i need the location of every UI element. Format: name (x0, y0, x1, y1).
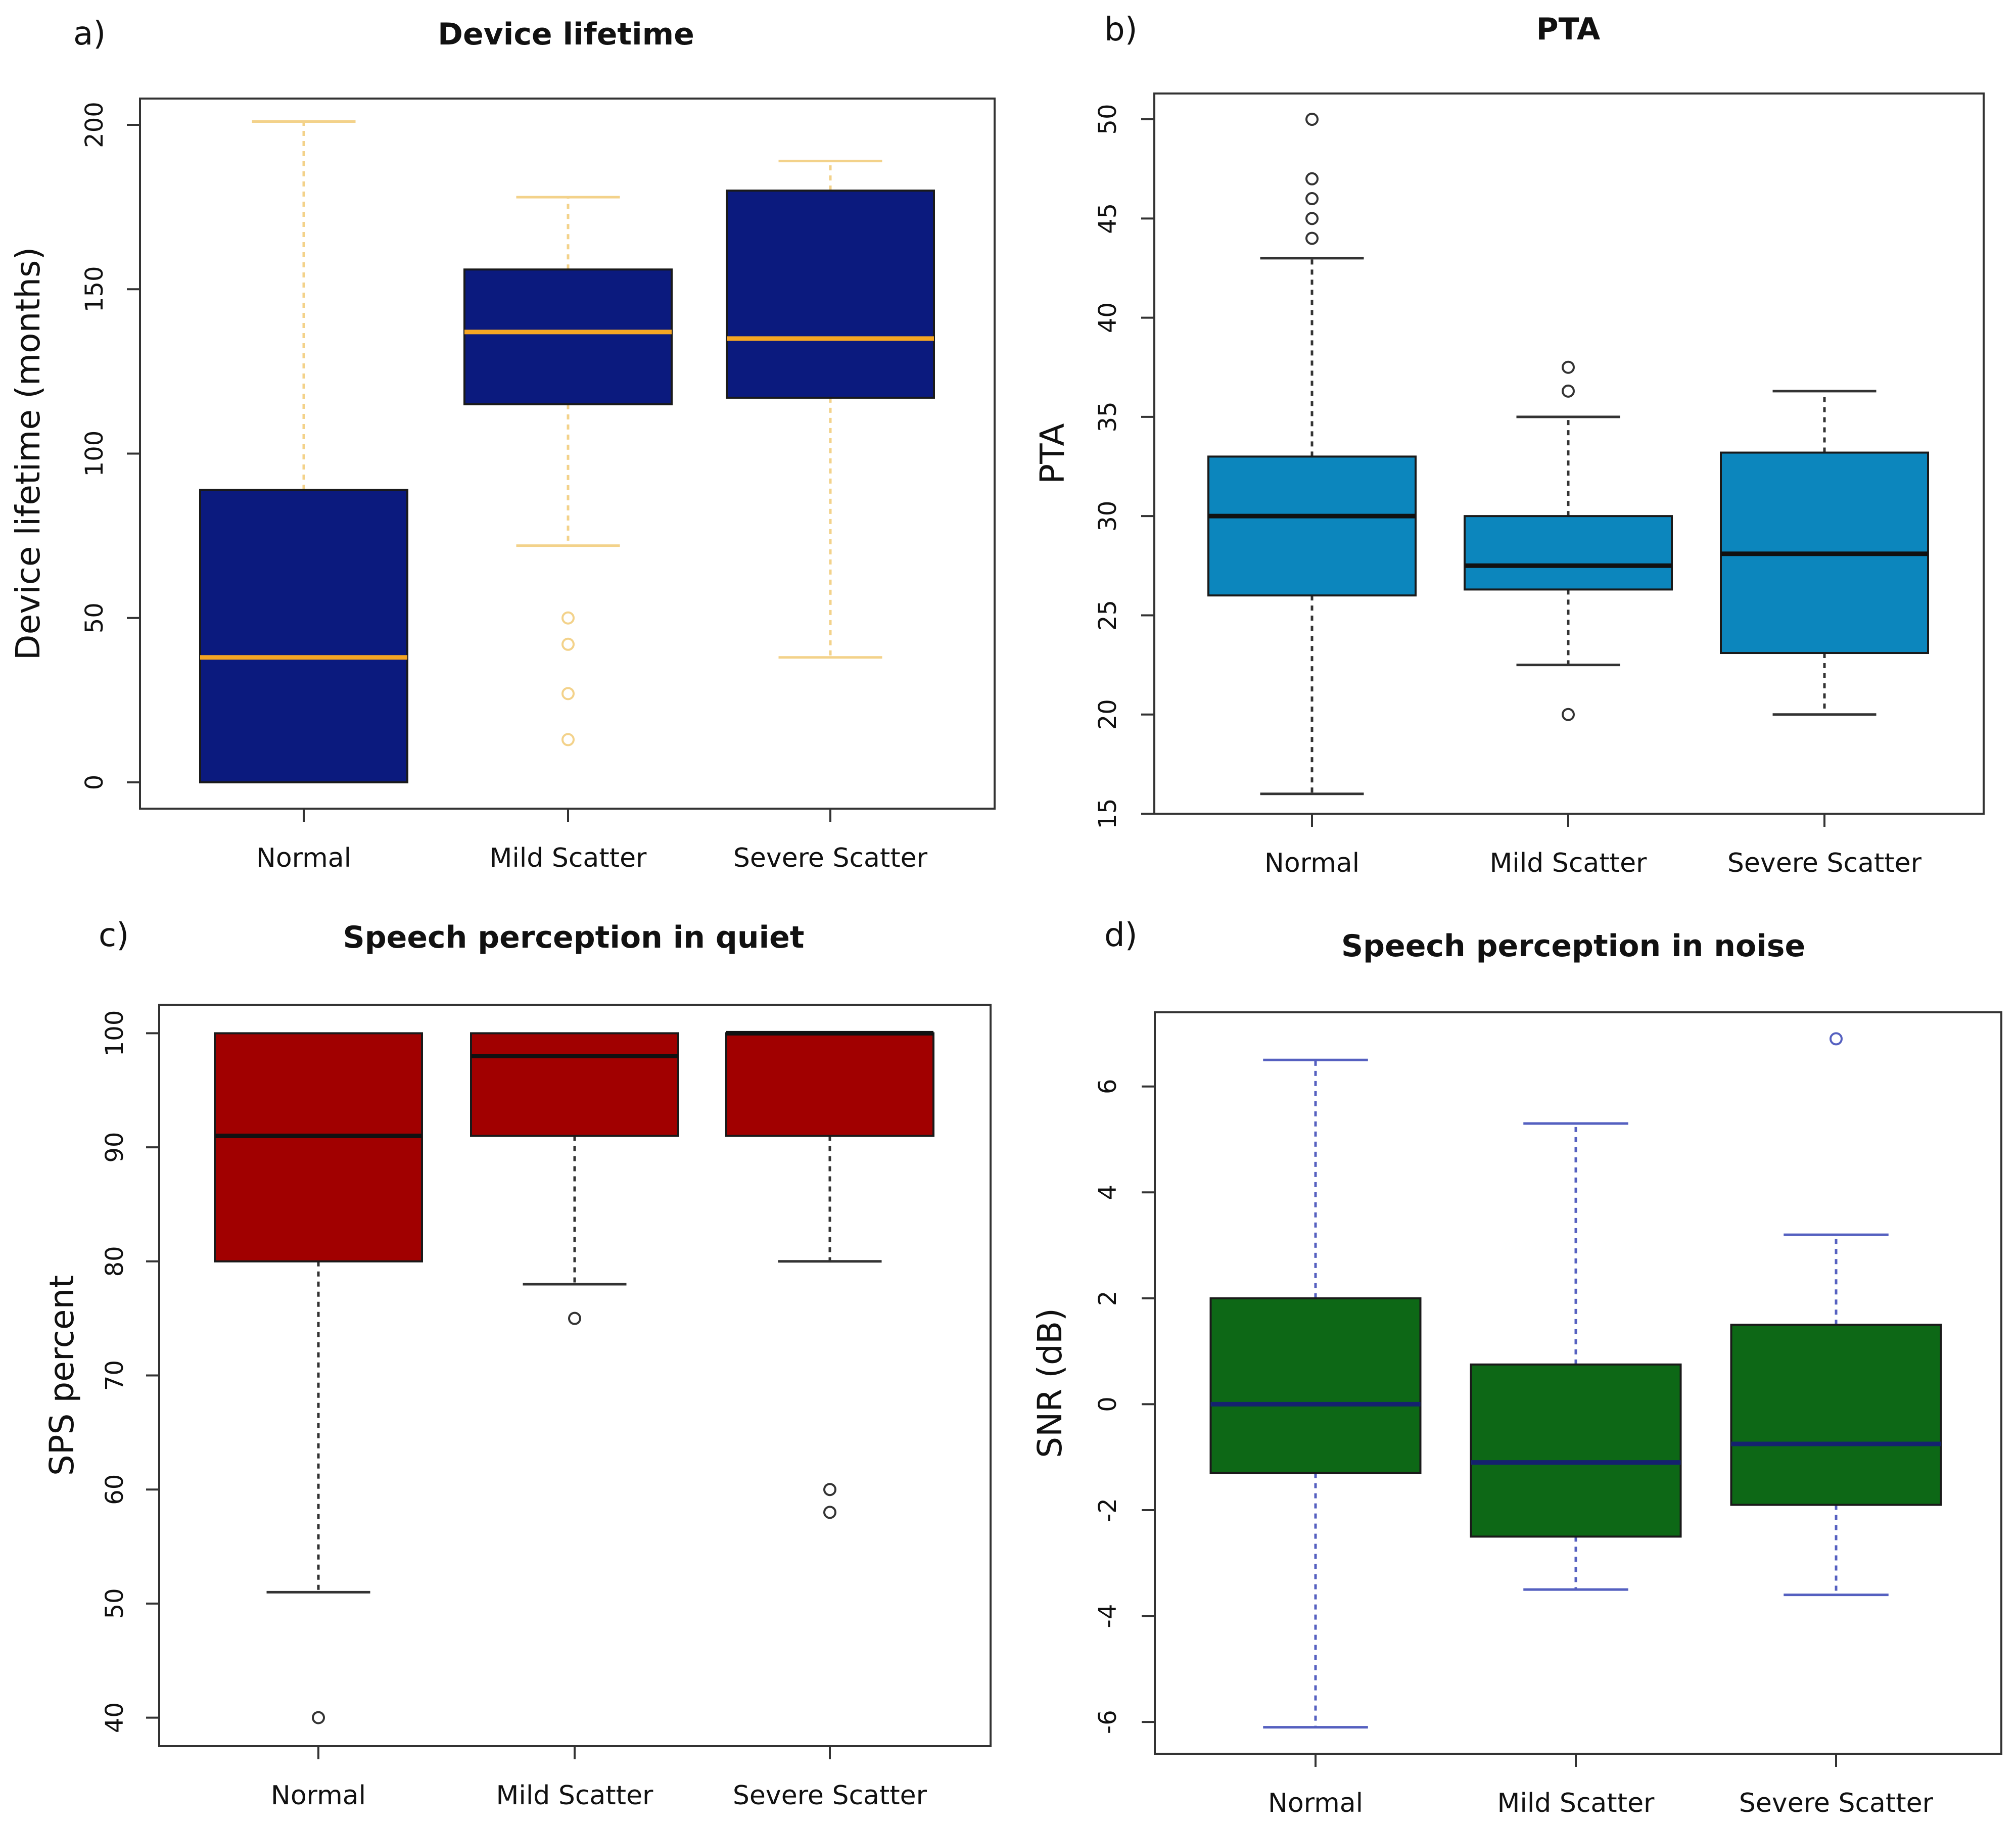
y-axis-label: Device lifetime (months) (9, 247, 48, 660)
y-tick-label: 2 (1094, 1291, 1122, 1306)
iqr-box (1470, 1363, 1682, 1538)
y-tick-label: 6 (1094, 1079, 1122, 1094)
y-tick-label: 45 (1094, 203, 1122, 234)
y-tick-label: 15 (1094, 798, 1122, 829)
y-tick-label: 4 (1094, 1185, 1122, 1200)
outlier-point (1305, 113, 1319, 126)
panel-c-speech-quiet: Speech perception in quiet c) SPS percent 4… (42, 917, 992, 1811)
panel-title: Speech perception in quiet (343, 920, 804, 955)
x-tick-label: Mild Scatter (1497, 1788, 1655, 1818)
iqr-box (463, 268, 673, 405)
y-tick-label: 20 (1094, 699, 1122, 730)
y-tick-label: 100 (101, 1010, 129, 1057)
y-axis-label: PTA (1033, 423, 1072, 484)
y-tick-label: 50 (1094, 104, 1122, 134)
y-tick-label: 90 (101, 1132, 129, 1163)
outlier-point (1305, 231, 1319, 245)
x-tick-label: Normal (1264, 848, 1359, 878)
iqr-box (1209, 1297, 1422, 1474)
outlier-point (1305, 212, 1319, 225)
outlier-point (1562, 360, 1575, 374)
panel-a-device-lifetime: Device lifetime a) Device lifetime (months… (9, 15, 996, 873)
outlier-point (561, 687, 575, 700)
panel-b-pta: PTA b) PTA 15 20 25 30 35 40 45 50 Normal Mild Scatt… (1033, 11, 1985, 878)
outlier-point (561, 733, 575, 746)
y-tick-label: 50 (80, 602, 109, 633)
outlier-point (823, 1483, 836, 1496)
outlier-point (312, 1711, 325, 1724)
y-tick-label: -6 (1094, 1710, 1122, 1734)
outlier-point (1562, 708, 1575, 721)
iqr-box (199, 489, 408, 783)
panel-d-speech-noise: Speech perception in noise d) SNR (dB) -6 -4… (1030, 917, 2002, 1818)
outlier-point (561, 611, 575, 625)
outlier-point (1305, 192, 1319, 206)
y-tick-label: -2 (1094, 1498, 1122, 1522)
y-tick-label: 150 (80, 266, 109, 312)
panel-letter: d) (1104, 917, 1138, 954)
y-tick-label: 0 (1094, 1396, 1122, 1412)
x-tick-label: Normal (271, 1781, 366, 1811)
y-tick-label: 40 (1094, 302, 1122, 333)
iqr-box (726, 190, 935, 399)
iqr-box (1207, 455, 1417, 597)
y-axis-label: SPS percent (42, 1275, 81, 1476)
x-tick-label: Severe Scatter (1727, 848, 1922, 878)
y-tick-label: -4 (1094, 1604, 1122, 1628)
x-tick-label: Normal (1268, 1788, 1363, 1818)
y-tick-label: 0 (80, 775, 109, 790)
iqr-box (214, 1032, 423, 1262)
outlier-point (1305, 172, 1319, 185)
y-tick-label: 100 (80, 431, 109, 477)
y-tick-label: 200 (80, 102, 109, 148)
y-tick-label: 25 (1094, 600, 1122, 631)
iqr-box (470, 1032, 679, 1137)
iqr-box (1464, 515, 1673, 591)
x-tick-label: Mild Scatter (496, 1781, 654, 1811)
iqr-box (725, 1032, 934, 1137)
x-tick-label: Mild Scatter (490, 843, 647, 873)
y-tick-label: 30 (1094, 501, 1122, 532)
outlier-point (561, 637, 575, 651)
panel-letter: a) (73, 15, 106, 53)
x-tick-label: Severe Scatter (1739, 1788, 1934, 1818)
y-tick-label: 80 (101, 1246, 129, 1277)
y-tick-label: 50 (101, 1588, 129, 1619)
y-tick-label: 70 (101, 1360, 129, 1391)
y-tick-label: 60 (101, 1474, 129, 1505)
iqr-box (1730, 1324, 1942, 1506)
x-tick-label: Mild Scatter (1490, 848, 1648, 878)
outlier-point (1562, 384, 1575, 398)
y-axis-label: SNR (dB) (1030, 1308, 1069, 1458)
panel-title: PTA (1536, 12, 1601, 47)
panel-letter: c) (99, 917, 129, 954)
panel-letter: b) (1104, 11, 1138, 49)
plot-frame (1154, 1011, 2002, 1755)
outlier-point (568, 1312, 581, 1325)
x-tick-label: Severe Scatter (733, 843, 928, 873)
x-tick-label: Normal (256, 843, 351, 873)
outlier-point (1830, 1032, 1843, 1046)
y-tick-label: 40 (101, 1702, 129, 1733)
x-tick-label: Severe Scatter (733, 1781, 927, 1811)
outlier-point (823, 1506, 836, 1519)
panel-title: Device lifetime (438, 17, 694, 52)
panel-title: Speech perception in noise (1341, 928, 1805, 964)
y-tick-label: 35 (1094, 401, 1122, 432)
